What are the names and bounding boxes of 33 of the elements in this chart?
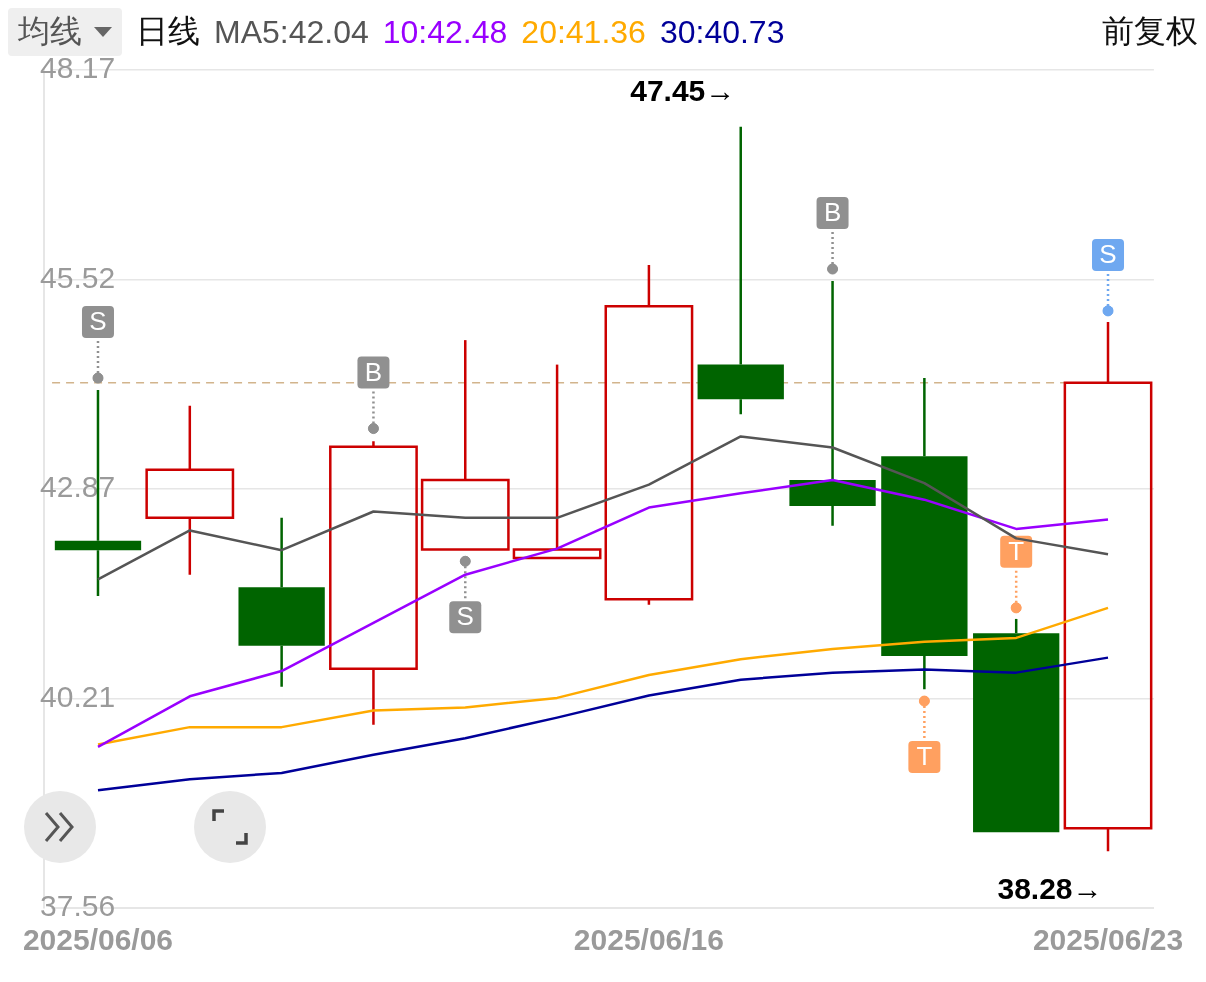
data-label: S xyxy=(456,601,474,632)
candlestick xyxy=(789,279,876,527)
y-tick-label: 45.52 xyxy=(40,260,116,294)
x-tick-label: 2025/06/23 xyxy=(1032,923,1184,957)
data-label: B xyxy=(823,197,842,228)
candlestick xyxy=(145,404,235,576)
x-tick-label: 2025/06/06 xyxy=(22,923,174,957)
text: 前复权 xyxy=(1102,12,1198,51)
text: MA5:42.04 xyxy=(214,13,369,51)
y-tick-label: 37.56 xyxy=(40,889,116,923)
candlestick xyxy=(420,338,510,551)
candlestick xyxy=(604,263,694,606)
text: 10:42.48 xyxy=(382,13,508,51)
text: 20:41.36 xyxy=(521,13,646,51)
annotation: 47.45→ xyxy=(630,74,736,108)
candlestick xyxy=(881,376,968,691)
x-tick-label: 2025/06/16 xyxy=(573,923,724,957)
data-label: T xyxy=(916,741,933,772)
candlestick xyxy=(512,363,602,560)
text: 30:40.73 xyxy=(659,13,785,51)
chart-title: 日线 xyxy=(136,12,200,51)
candlestick xyxy=(1063,320,1153,853)
data-label: B xyxy=(364,356,383,387)
annotation: 38.28→ xyxy=(997,872,1103,906)
y-tick-label: 48.17 xyxy=(40,51,116,85)
text: 均线 xyxy=(18,13,82,49)
data-label: S xyxy=(89,306,107,337)
data-label: T xyxy=(1008,536,1025,567)
candlestick xyxy=(697,125,784,416)
data-label: S xyxy=(1099,239,1117,270)
y-tick-label: 40.21 xyxy=(40,679,116,713)
candlestick xyxy=(238,516,325,689)
candlestick xyxy=(329,439,418,727)
